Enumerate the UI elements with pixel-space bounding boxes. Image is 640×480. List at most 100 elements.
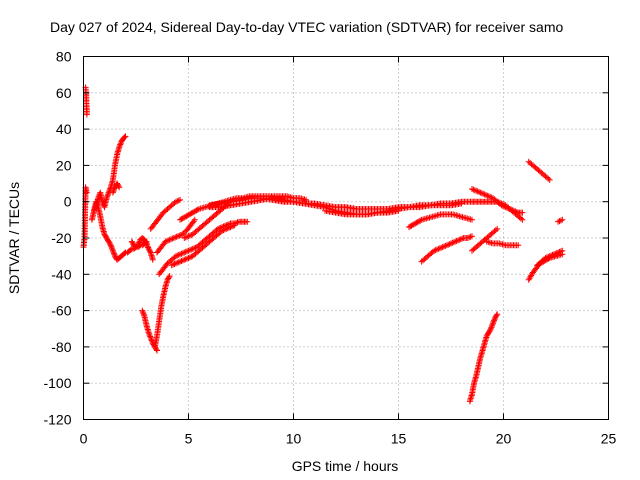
data-point (231, 222, 238, 229)
data-point (169, 235, 176, 242)
data-point (188, 210, 195, 217)
data-point (227, 224, 234, 231)
data-point (431, 247, 438, 254)
data-point (191, 216, 198, 223)
data-point (176, 232, 183, 239)
series-arc-26 (525, 158, 553, 183)
data-point (175, 233, 181, 240)
data-point (448, 240, 454, 247)
data-point (177, 251, 184, 258)
data-point (177, 258, 184, 265)
data-point (473, 187, 480, 194)
y-tick-label: -100 (43, 375, 71, 391)
x-ticks: 0 5 10 15 20 25 (80, 56, 616, 447)
data-point (498, 200, 505, 207)
data-point (469, 186, 475, 192)
data-point (135, 240, 142, 247)
data-point (495, 199, 502, 206)
data-point (174, 252, 181, 259)
data-point (492, 227, 499, 234)
data-point (483, 192, 489, 198)
data-point (175, 251, 182, 258)
data-point (168, 236, 174, 243)
data-point (108, 245, 115, 251)
series-arc-18 (406, 211, 475, 231)
y-tick-label: 40 (56, 121, 72, 137)
data-point (459, 235, 466, 242)
data-point (185, 247, 192, 254)
data-point (185, 255, 192, 261)
data-point (184, 255, 191, 262)
data-point (494, 225, 501, 232)
data-point (395, 207, 402, 214)
data-point (170, 235, 177, 241)
series-arc-05 (109, 180, 123, 196)
data-point (452, 238, 459, 245)
data-point (469, 233, 475, 240)
series-arc-04 (91, 133, 129, 214)
data-point (557, 217, 564, 224)
data-point (171, 261, 178, 267)
data-point (228, 223, 235, 230)
data-point (104, 193, 111, 200)
data-point (450, 239, 457, 246)
data-point (494, 311, 501, 318)
plot-marks (80, 84, 566, 405)
data-point (556, 218, 563, 225)
data-point (411, 221, 417, 228)
data-point (121, 250, 128, 257)
data-point (172, 260, 179, 267)
data-point (122, 133, 129, 140)
data-point (182, 213, 189, 220)
data-point (184, 248, 191, 255)
data-point (436, 245, 443, 252)
data-point (191, 245, 198, 252)
data-point (484, 192, 491, 199)
data-point (221, 226, 228, 233)
plot-frame (83, 56, 609, 420)
data-point (449, 239, 456, 246)
data-point (163, 238, 170, 244)
data-point (142, 239, 149, 246)
data-point (184, 233, 191, 240)
series-arc-27 (555, 216, 566, 225)
data-point (442, 242, 449, 249)
series-arc-16 (206, 195, 475, 212)
series-arc-12 (156, 218, 251, 278)
data-point (139, 309, 146, 315)
data-point (166, 236, 173, 243)
data-point (518, 215, 524, 222)
data-point (432, 247, 439, 254)
data-point (497, 199, 503, 206)
series-arc-19 (418, 233, 475, 265)
data-point (445, 241, 452, 248)
series-arc-09 (154, 216, 198, 256)
series-arc-21 (469, 198, 526, 223)
data-point (438, 244, 445, 251)
data-point (173, 233, 180, 240)
data-point (188, 246, 195, 253)
data-point (190, 218, 197, 225)
x-tick-label: 5 (185, 431, 193, 447)
data-point (474, 188, 481, 195)
data-point (546, 176, 553, 183)
data-point (181, 256, 188, 263)
data-point (494, 198, 501, 205)
y-tick-label: -20 (51, 230, 71, 246)
y-tick-label: -40 (51, 266, 71, 282)
series-arc-13 (168, 222, 238, 269)
data-point (439, 244, 446, 251)
data-point (457, 236, 464, 243)
data-point (545, 175, 552, 182)
y-tick-label: -60 (51, 303, 71, 319)
data-point (166, 273, 173, 280)
series-arc-08 (151, 273, 173, 350)
data-point (219, 227, 226, 234)
data-point (471, 187, 478, 194)
data-point (434, 246, 440, 253)
data-point (175, 259, 182, 266)
series-arc-06 (128, 235, 156, 263)
data-point (469, 216, 475, 223)
data-point (172, 198, 179, 205)
data-point (417, 217, 424, 224)
